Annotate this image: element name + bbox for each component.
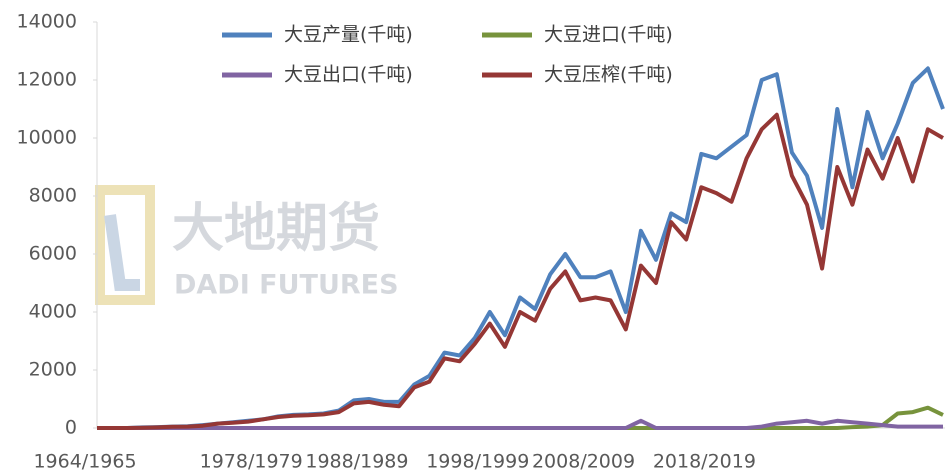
legend-label: 大豆进口(千吨) (544, 24, 673, 46)
x-tick-label: 2008/2009 (532, 451, 635, 472)
y-tick-label: 0 (65, 417, 77, 439)
y-tick-label: 10000 (17, 127, 77, 149)
line (97, 112, 944, 430)
y-tick-label: 8000 (29, 185, 77, 207)
y-tick-label: 14000 (17, 11, 77, 33)
legend-label: 大豆产量(千吨) (284, 24, 413, 46)
x-tick-label: 2018/2019 (653, 451, 756, 472)
x-tick-label: 1964/1965 (33, 451, 136, 472)
logo (104, 214, 140, 291)
x-tick-label: 1988/1989 (305, 451, 408, 472)
x-tick-label: 1978/1979 (200, 451, 303, 472)
legend-label: 大豆出口(千吨) (284, 64, 413, 86)
y-tick-label: 12000 (17, 69, 77, 91)
watermark: 大地期货 DADI FUTURES (95, 185, 399, 305)
watermark-text: 大地期货 (172, 199, 380, 259)
x-tick-label: 1998/1999 (426, 451, 529, 472)
line (97, 418, 943, 430)
watermark-text: DADI FUTURES (174, 270, 399, 301)
legend-label: 大豆压榨(千吨) (544, 64, 673, 86)
y-tick-label: 4000 (29, 301, 77, 323)
y-tick-label: 2000 (29, 359, 77, 381)
logo (95, 185, 155, 305)
y-tick-label: 6000 (29, 243, 77, 265)
